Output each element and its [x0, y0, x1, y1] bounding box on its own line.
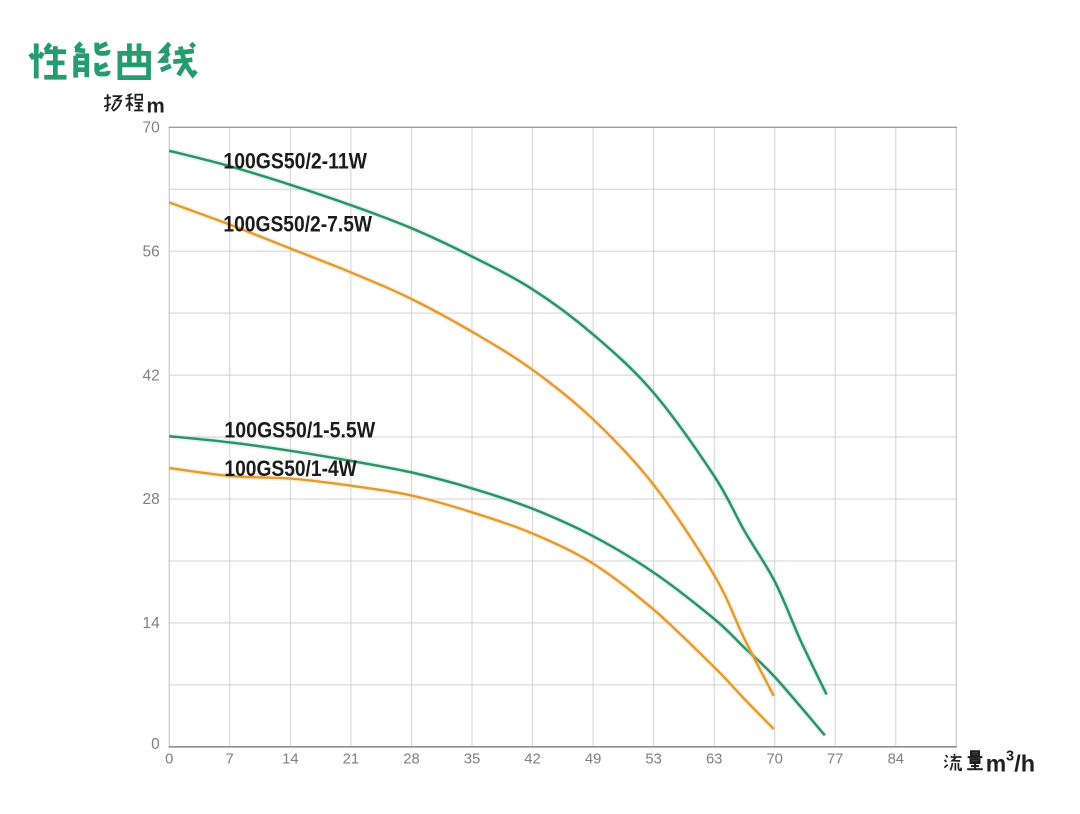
svg-text:77: 77	[827, 752, 843, 768]
svg-text:0: 0	[151, 736, 160, 753]
svg-text:3: 3	[1006, 749, 1014, 765]
svg-text:/h: /h	[1014, 751, 1035, 777]
svg-text:56: 56	[143, 243, 160, 260]
svg-text:14: 14	[143, 615, 161, 632]
svg-text:70: 70	[143, 120, 161, 137]
svg-text:100GS50/1-4W: 100GS50/1-4W	[224, 456, 357, 481]
svg-text:100GS50/2-7.5W: 100GS50/2-7.5W	[223, 212, 372, 237]
svg-text:100GS50/1-5.5W: 100GS50/1-5.5W	[224, 417, 375, 442]
svg-text:m: m	[147, 95, 165, 118]
svg-text:7: 7	[226, 752, 234, 768]
svg-text:21: 21	[343, 752, 359, 768]
svg-text:84: 84	[888, 752, 904, 768]
svg-text:28: 28	[403, 752, 419, 768]
svg-text:53: 53	[645, 752, 661, 768]
svg-text:70: 70	[766, 752, 782, 768]
svg-text:63: 63	[706, 752, 722, 768]
svg-text:42: 42	[524, 752, 540, 768]
svg-text:100GS50/2-11W: 100GS50/2-11W	[223, 148, 367, 173]
svg-text:0: 0	[165, 752, 173, 768]
svg-text:35: 35	[464, 752, 480, 768]
svg-text:14: 14	[282, 752, 298, 768]
svg-text:m: m	[986, 751, 1006, 777]
svg-text:28: 28	[143, 491, 160, 508]
svg-text:49: 49	[585, 752, 601, 768]
svg-text:42: 42	[143, 367, 160, 384]
